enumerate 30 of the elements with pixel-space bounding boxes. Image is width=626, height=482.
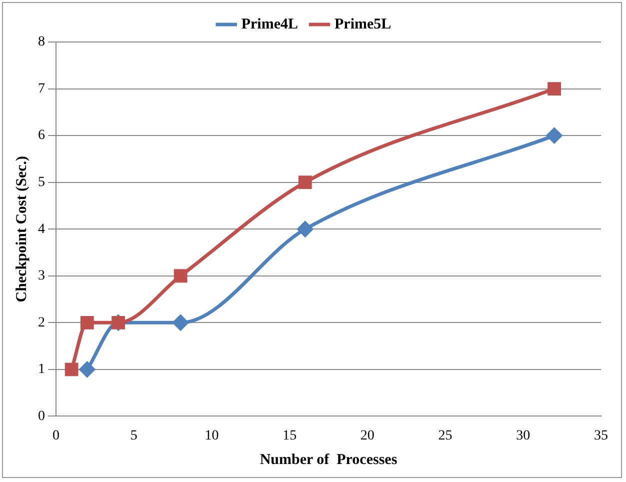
y-tick-label: 3	[38, 268, 45, 284]
point	[548, 82, 561, 96]
x-tick-label: 25	[438, 428, 452, 444]
y-tick-label: 8	[38, 34, 45, 50]
x-tick-label: 35	[594, 428, 608, 444]
y-tick-label: 4	[38, 222, 45, 237]
y-tick-label: 1	[38, 362, 45, 378]
point	[298, 176, 312, 190]
y-tick-label: 5	[38, 174, 45, 190]
point	[80, 316, 94, 330]
x-tick-label: 0	[52, 428, 60, 444]
x-tick-label: 30	[516, 428, 530, 444]
y-tick-label: 7	[38, 81, 45, 96]
legend-label: Prime5L	[334, 16, 392, 32]
x-tick-label: 20	[360, 428, 374, 444]
point	[172, 314, 188, 330]
point	[546, 128, 562, 144]
y-tick-label: 0	[38, 408, 45, 424]
x-tick-label: 5	[130, 428, 138, 444]
point	[297, 221, 313, 237]
x-tick-label: 10	[204, 428, 219, 444]
y-tick-label: 6	[38, 128, 45, 144]
x-axis-title: Number of Processes	[260, 452, 398, 468]
x-tick-label: 15	[282, 428, 297, 444]
legend-label: Prime4L	[241, 16, 298, 32]
point	[79, 362, 95, 378]
y-tick-label: 2	[38, 315, 45, 330]
point	[174, 269, 188, 283]
point	[64, 362, 78, 376]
y-axis-title: Checkpoint Cost (Sec.)	[14, 156, 30, 302]
